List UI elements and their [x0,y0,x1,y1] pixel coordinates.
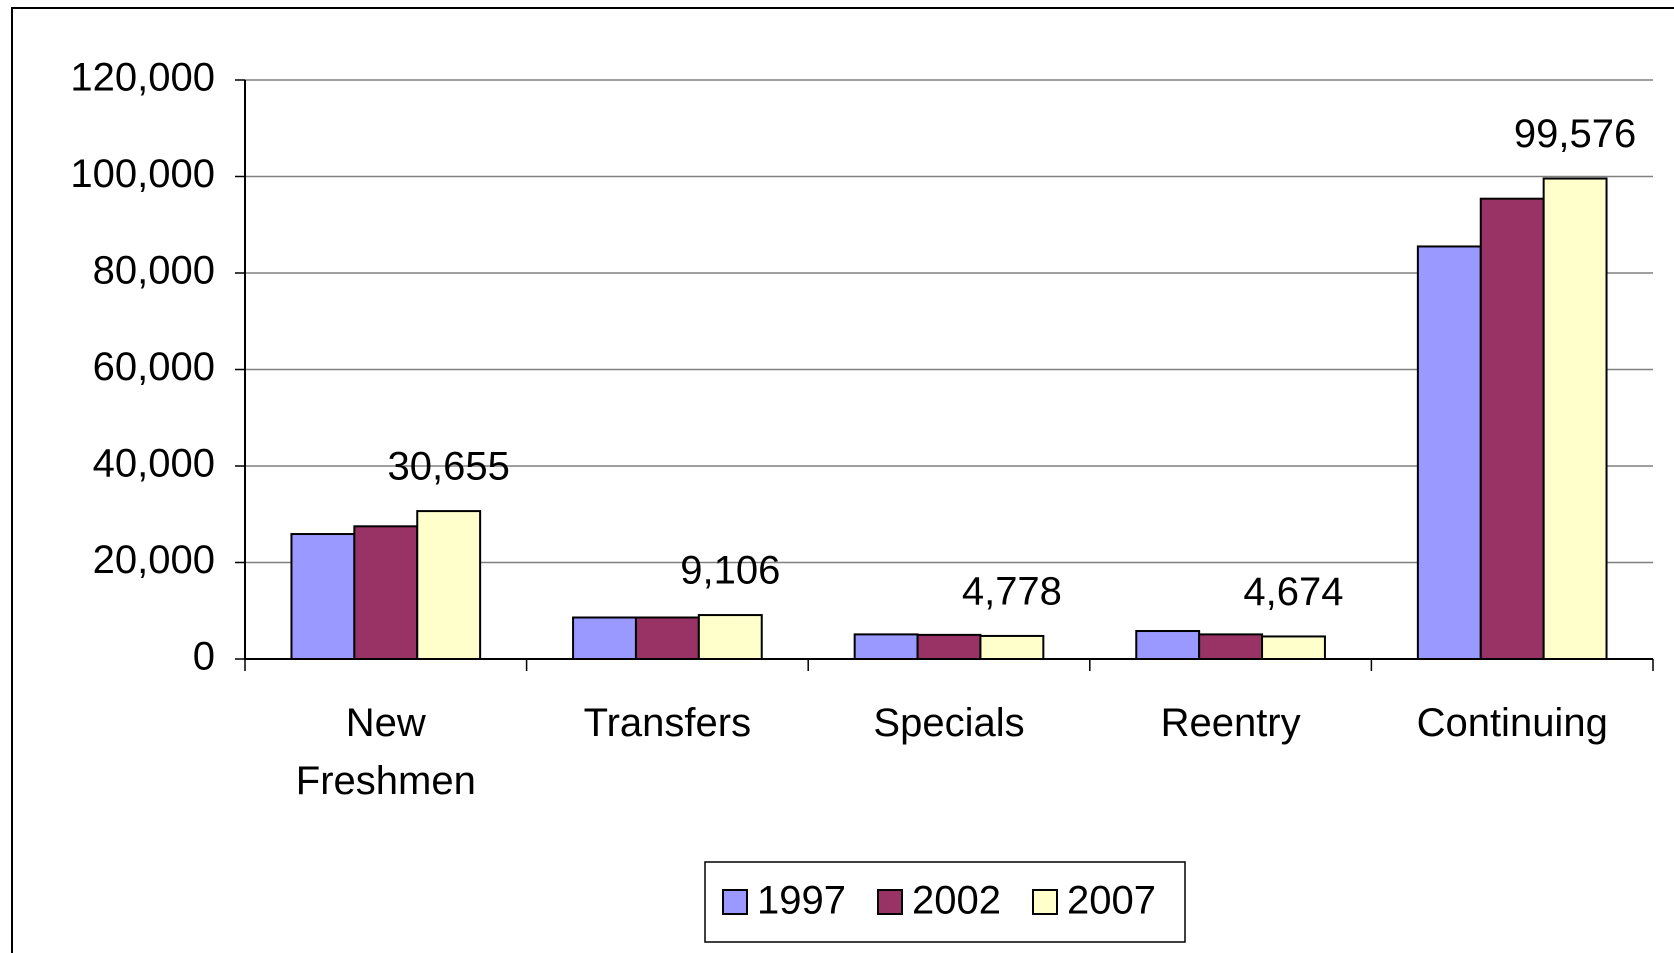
x-tick-label: Specials [873,701,1025,745]
y-tick-label: 20,000 [93,538,215,582]
bar [1479,197,1545,660]
bar [916,633,982,660]
y-tick-label: 0 [193,635,215,679]
legend-swatch [1032,889,1058,915]
data-label: 4,674 [1243,570,1343,614]
data-label: 99,576 [1514,112,1636,156]
x-tick-label: Continuing [1416,701,1608,745]
bar [1261,635,1326,660]
bar [353,525,419,660]
legend-swatch [722,889,748,915]
bar [1542,177,1608,660]
bar [634,616,700,661]
y-tick-label: 100,000 [70,152,215,196]
bar [290,533,356,660]
bar [1416,245,1482,660]
legend-swatch [877,889,903,915]
data-label: 4,778 [962,570,1062,614]
bar [979,634,1045,661]
y-tick-label: 120,000 [70,56,215,100]
bar [1135,630,1201,661]
legend-box [704,861,1186,943]
legend-label: 2002 [912,879,1001,923]
legend-label: 2007 [1067,879,1156,923]
data-label: 9,106 [680,549,780,593]
y-tick-label: 60,000 [93,345,215,389]
y-tick-label: 80,000 [93,249,215,293]
bar [697,614,763,660]
bar [1198,633,1264,661]
y-tick-label: 40,000 [93,442,215,486]
data-label: 30,655 [388,445,510,489]
legend-label: 1997 [757,879,846,923]
bar [572,616,637,661]
bar [853,633,919,661]
x-tick-label: Reentry [1160,701,1301,745]
bar [416,510,482,660]
chart-border [11,7,1674,953]
x-tick-label: New Freshmen [295,701,476,803]
x-tick-label: Transfers [583,701,752,745]
